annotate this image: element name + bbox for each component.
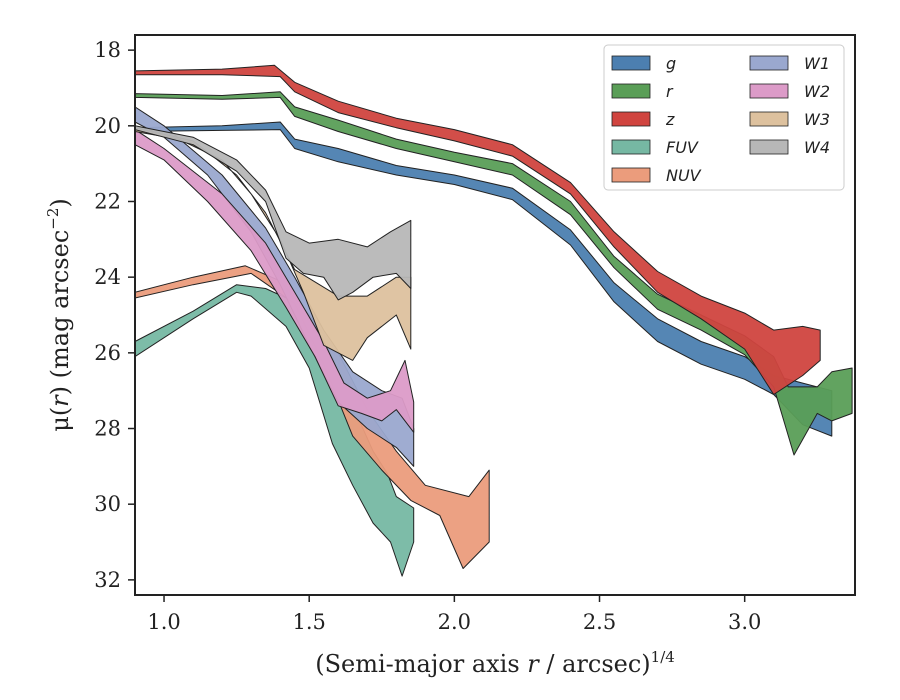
x-tick-label: 2.5 [583, 610, 616, 634]
area-r [135, 91, 853, 456]
x-tick-label: 2.0 [438, 610, 471, 634]
y-axis-label: μ(r) (mag arcsec−2) [44, 198, 74, 432]
y-tick-label: 30 [94, 492, 121, 516]
legend-label-nuv: NUV [666, 166, 702, 185]
x-tick-label: 3.0 [728, 610, 761, 634]
area-z [135, 64, 821, 395]
legend-label-r: r [666, 82, 674, 101]
x-axis-label: (Semi-major axis r / arcsec)1/4 [315, 648, 675, 678]
legend-label-w4: W4 [804, 138, 830, 157]
legend-label-fuv: FUV [666, 138, 699, 157]
x-tick-label: 1.5 [292, 610, 325, 634]
legend-label-g: g [666, 54, 676, 73]
series-areas [135, 64, 853, 577]
y-tick-label: 24 [94, 265, 121, 289]
legend-swatch-w4 [749, 139, 789, 155]
legend-swatch-fuv [611, 139, 651, 155]
legend-swatch-g [611, 55, 651, 71]
x-axis-ticks: 1.0 1.5 2.0 2.5 3.0 [147, 595, 761, 634]
y-tick-label: 26 [94, 341, 121, 365]
y-tick-label: 18 [94, 38, 121, 62]
legend-swatch-w3 [749, 111, 789, 127]
plot-frame [134, 34, 856, 596]
legend-swatch-z [611, 111, 651, 127]
area-w3 [135, 127, 412, 361]
legend-swatch-r [611, 83, 651, 99]
legend-label-z: z [665, 110, 675, 129]
y-tick-label: 22 [94, 189, 121, 213]
legend-swatch-w2 [749, 83, 789, 99]
y-axis-ticks: 18 20 22 24 26 28 30 32 [94, 38, 135, 592]
legend: grz FUV NUV W1 W2 W3 W4 [603, 44, 845, 191]
y-tick-label: 32 [94, 568, 121, 592]
y-tick-label: 28 [94, 417, 121, 441]
legend-label-w1: W1 [804, 54, 830, 73]
legend-swatch-nuv [611, 167, 651, 183]
legend-label-w3: W3 [804, 110, 830, 129]
legend-label-w2: W2 [804, 82, 830, 101]
area-w4 [135, 125, 412, 301]
area-g [135, 121, 833, 437]
y-tick-label: 20 [94, 114, 121, 138]
legend-swatch-w1 [749, 55, 789, 71]
x-tick-label: 1.0 [147, 610, 180, 634]
area-w2 [135, 129, 415, 433]
